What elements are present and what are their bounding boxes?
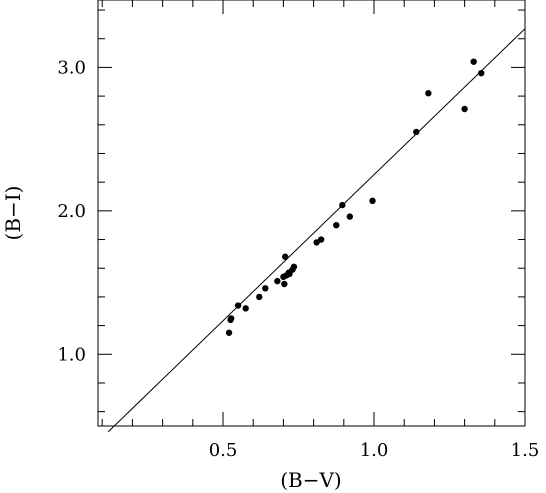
- data-point: [234, 302, 242, 309]
- x-tick-label: 0.5: [209, 440, 238, 461]
- data-point: [413, 128, 420, 136]
- data-points: [225, 58, 485, 336]
- data-point: [262, 285, 269, 292]
- data-point: [369, 197, 376, 205]
- y-axis-title: (B−I): [1, 186, 25, 241]
- data-point: [290, 263, 298, 270]
- axis-ticks: [98, 0, 526, 426]
- data-point: [282, 253, 289, 260]
- y-tick-label: 2.0: [57, 201, 86, 222]
- data-point: [425, 90, 432, 97]
- plot-frame: [97, 0, 526, 427]
- data-point: [242, 305, 249, 312]
- data-point: [227, 315, 235, 322]
- y-tick-label: 3.0: [57, 57, 86, 78]
- data-point: [274, 277, 281, 285]
- x-tick-label: 1.5: [511, 440, 540, 461]
- data-point: [339, 201, 346, 209]
- data-point: [333, 221, 340, 229]
- fit-line: [107, 28, 526, 433]
- x-axis-title: (B−V): [280, 468, 342, 492]
- data-point: [346, 213, 354, 220]
- data-point: [281, 280, 288, 288]
- data-point: [256, 293, 263, 301]
- tick-labels: 0.5 1.0 1.5 1.0 2.0 3.0: [57, 57, 539, 461]
- data-point: [470, 58, 477, 65]
- x-tick-label: 1.0: [360, 440, 389, 461]
- y-tick-label: 1.0: [57, 344, 86, 365]
- data-point: [461, 105, 468, 113]
- data-point: [317, 236, 325, 243]
- data-point: [225, 329, 233, 336]
- data-point: [478, 69, 485, 77]
